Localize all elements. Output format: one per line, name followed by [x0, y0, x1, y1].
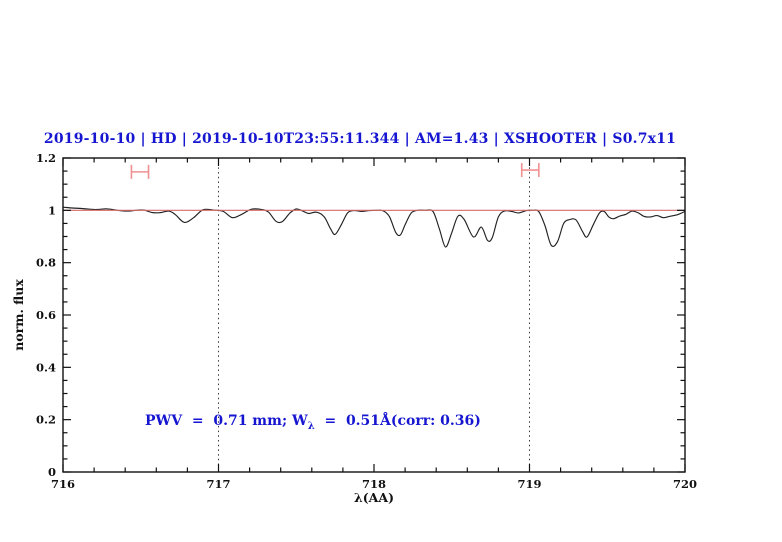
- y-tick-label: 0.2: [36, 413, 56, 427]
- spectrum-line: [62, 206, 686, 248]
- y-tick-label: 0.8: [36, 256, 56, 270]
- pwv-annotation-subscript: λ: [307, 420, 315, 432]
- y-tick-label: 1: [48, 203, 56, 217]
- pwv-annotation: PWV = 0.71 mm; Wλ = 0.51Å(corr: 0.36): [145, 413, 481, 432]
- plot-title: 2019-10-10 | HD | 2019-10-10T23:55:11.34…: [43, 131, 677, 147]
- x-tick-label: 716: [51, 477, 75, 491]
- x-tick-label: 720: [673, 477, 697, 491]
- y-tick-label: 0.4: [36, 360, 56, 374]
- y-tick-label: 1.2: [36, 151, 56, 165]
- y-tick-label: 0.6: [36, 308, 56, 322]
- pwv-annotation-main: PWV = 0.71 mm; W: [145, 413, 308, 429]
- y-axis-label: norm. flux: [11, 279, 26, 351]
- x-tick-label: 718: [362, 477, 386, 491]
- y-tick-label: 0: [48, 465, 56, 479]
- x-axis-label: λ(AA): [354, 490, 394, 505]
- pwv-annotation-tail: = 0.51Å(corr: 0.36): [314, 413, 481, 429]
- x-tick-label: 719: [517, 477, 541, 491]
- x-tick-label: 717: [206, 477, 230, 491]
